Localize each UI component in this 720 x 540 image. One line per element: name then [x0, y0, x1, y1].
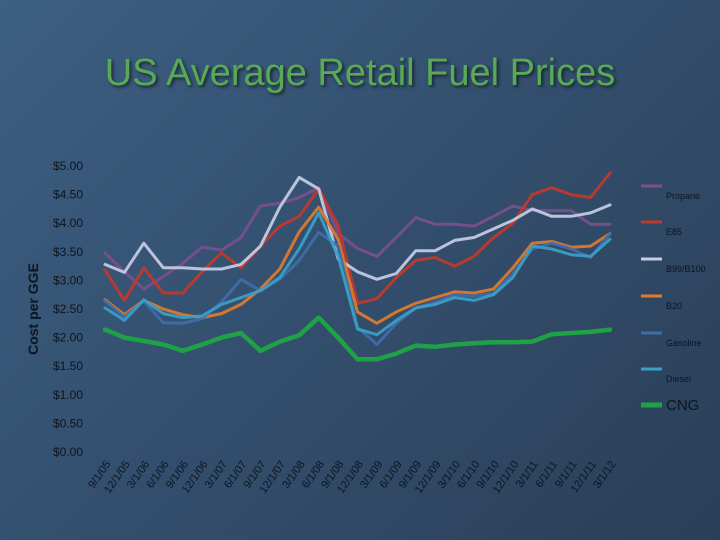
legend-label: B99/B100: [666, 264, 706, 274]
y-tick-label: $1.00: [53, 388, 83, 402]
series-line-b99-b100: [103, 175, 612, 281]
y-tick-label: $4.50: [53, 188, 83, 202]
legend-label: Diesel: [666, 374, 691, 384]
slide-title: US Average Retail Fuel Prices: [104, 52, 616, 94]
series-line-propane: [103, 186, 612, 291]
y-tick-label: $4.00: [53, 216, 83, 230]
y-tick-label: $3.50: [53, 245, 83, 259]
legend-label: E85: [666, 227, 682, 237]
legend-label: Propane: [666, 191, 700, 201]
y-tick-label: $1.50: [53, 359, 83, 373]
y-tick-label: $0.00: [53, 445, 83, 459]
legend-label: Gasoline: [666, 338, 702, 348]
legend-label: B20: [666, 301, 682, 311]
y-tick-label: $2.00: [53, 331, 83, 345]
series-line-cng: [102, 315, 613, 362]
series-line-e85: [103, 171, 612, 305]
y-tick-label: $0.50: [53, 416, 83, 430]
y-tick-label: $2.50: [53, 302, 83, 316]
legend-label: CNG: [666, 397, 699, 414]
series-line-diesel: [103, 211, 612, 337]
y-axis-label: Cost per GGE: [25, 263, 41, 355]
y-tick-label: $3.00: [53, 273, 83, 287]
y-tick-label: $5.00: [53, 159, 83, 173]
